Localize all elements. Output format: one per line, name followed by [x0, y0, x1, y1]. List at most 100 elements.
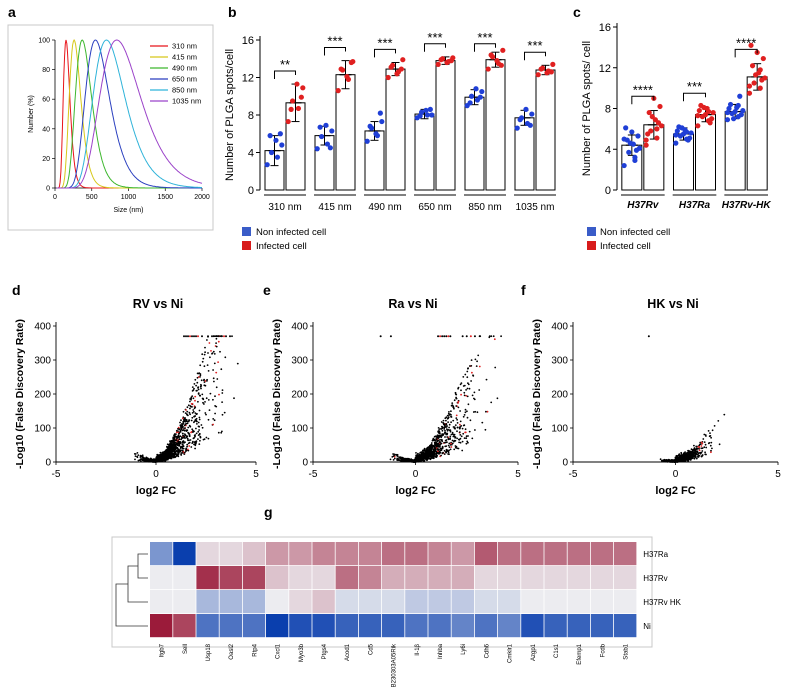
volcano-point — [185, 420, 188, 423]
heatmap-row-label: Ni — [643, 622, 651, 631]
volcano-point — [464, 431, 467, 434]
volcano-point — [463, 414, 466, 416]
heatmap-cell — [219, 590, 242, 614]
volcano-point — [436, 450, 439, 453]
volcano-point — [450, 410, 452, 413]
volcano-point — [167, 455, 170, 457]
volcano-point — [456, 430, 458, 433]
volcano-point — [647, 335, 650, 338]
volcano-point — [193, 421, 195, 424]
volcano-point — [219, 350, 221, 353]
volcano-point — [426, 458, 428, 461]
y-axis-title: Number of PLGA spots/cell — [224, 49, 236, 181]
volcano-point — [211, 335, 213, 338]
heatmap-cell — [567, 614, 590, 638]
volcano-point — [451, 439, 454, 442]
volcano-point — [396, 459, 399, 461]
volcano-point — [433, 446, 436, 449]
data-point — [300, 85, 306, 91]
a-legend-label: 490 nm — [172, 64, 197, 73]
a-y-tick-label: 0 — [46, 186, 50, 193]
volcano-point — [213, 362, 216, 365]
volcano-point — [172, 452, 175, 455]
volcano-point — [690, 457, 693, 460]
volcano-point — [433, 435, 436, 438]
volcano-point — [192, 409, 195, 411]
significance-label: ** — [280, 57, 290, 72]
volcano-point — [467, 383, 470, 386]
panel-letter-a: a — [8, 4, 16, 20]
panel-letter-g: g — [264, 504, 273, 520]
volcano-point — [198, 418, 201, 421]
volcano-point — [396, 455, 399, 457]
y-tick-label: 100 — [551, 424, 568, 435]
volcano-point — [173, 433, 176, 435]
bar — [724, 111, 746, 191]
volcano-point — [196, 389, 198, 392]
volcano-point — [427, 456, 429, 459]
volcano-point — [437, 439, 440, 442]
volcano-point — [453, 448, 456, 451]
volcano-point — [463, 437, 466, 439]
volcano-point — [204, 346, 206, 349]
data-point — [635, 133, 641, 139]
y-axis-title: -Log10 (False Discovery Rate) — [14, 319, 26, 469]
data-point — [279, 142, 285, 148]
volcano-point — [433, 444, 435, 447]
data-point — [324, 141, 331, 147]
volcano-point — [195, 427, 197, 430]
volcano-point — [436, 444, 439, 447]
data-point — [757, 67, 763, 73]
heatmap-column-label: B230303A05Rik — [392, 643, 398, 687]
data-point — [494, 58, 500, 64]
data-point — [746, 83, 753, 89]
volcano-point — [443, 335, 446, 338]
volcano-point — [174, 448, 177, 450]
volcano-point — [455, 397, 458, 400]
volcano-point — [196, 413, 198, 415]
y-tick-label: 12 — [242, 73, 254, 85]
volcano-point — [168, 456, 171, 459]
volcano-point — [444, 417, 447, 420]
volcano-point — [448, 423, 451, 426]
bar — [485, 59, 506, 191]
volcano-point — [177, 451, 180, 454]
heatmap-cell — [358, 566, 382, 590]
volcano-point — [168, 445, 171, 447]
volcano-point — [178, 428, 181, 431]
data-point — [468, 93, 475, 99]
volcano-point — [172, 447, 175, 449]
data-point — [335, 88, 341, 94]
volcano-point — [184, 423, 187, 426]
volcano-point — [197, 430, 200, 433]
y-tick-label: 12 — [599, 63, 611, 75]
volcano-point — [144, 460, 146, 462]
volcano-point — [673, 460, 675, 463]
volcano-point — [197, 438, 199, 440]
data-point — [477, 94, 483, 100]
volcano-point — [435, 452, 437, 455]
volcano-point — [441, 446, 444, 449]
volcano-point — [431, 453, 433, 455]
volcano-point — [440, 436, 443, 439]
volcano-point — [139, 454, 142, 457]
volcano-point — [448, 442, 451, 445]
volcano-point — [425, 455, 428, 458]
volcano-point — [445, 419, 447, 422]
data-point — [317, 124, 323, 130]
heatmap-cell — [544, 590, 567, 614]
volcano-point — [171, 450, 174, 453]
volcano-point — [437, 437, 439, 439]
heatmap-cell — [567, 542, 590, 566]
volcano-point — [466, 376, 469, 379]
volcano-point — [179, 450, 182, 453]
volcano-point — [410, 460, 413, 463]
a-legend-label: 850 nm — [172, 86, 197, 95]
volcano-point — [693, 449, 695, 452]
volcano-point — [174, 456, 177, 458]
volcano-point — [139, 458, 142, 461]
data-point — [267, 133, 273, 139]
volcano-point — [197, 335, 199, 338]
volcano-point — [393, 453, 396, 456]
volcano-point — [213, 353, 216, 355]
